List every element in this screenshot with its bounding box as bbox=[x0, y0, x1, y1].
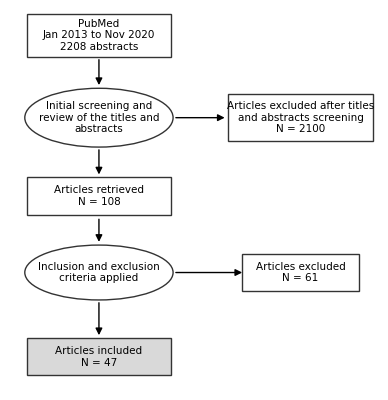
Text: PubMed
Jan 2013 to Nov 2020
2208 abstracts: PubMed Jan 2013 to Nov 2020 2208 abstrac… bbox=[43, 19, 155, 52]
FancyBboxPatch shape bbox=[228, 94, 373, 141]
Text: Articles excluded after titles
and abstracts screening
N = 2100: Articles excluded after titles and abstr… bbox=[227, 101, 374, 134]
Ellipse shape bbox=[25, 88, 173, 147]
Text: Articles included
N = 47: Articles included N = 47 bbox=[55, 346, 142, 368]
FancyBboxPatch shape bbox=[27, 338, 171, 376]
Ellipse shape bbox=[25, 245, 173, 300]
Text: Articles retrieved
N = 108: Articles retrieved N = 108 bbox=[54, 185, 144, 207]
FancyBboxPatch shape bbox=[241, 254, 359, 291]
Text: Articles excluded
N = 61: Articles excluded N = 61 bbox=[256, 262, 345, 283]
FancyBboxPatch shape bbox=[27, 178, 171, 215]
Text: Initial screening and
review of the titles and
abstracts: Initial screening and review of the titl… bbox=[39, 101, 159, 134]
FancyBboxPatch shape bbox=[27, 14, 171, 57]
Text: Inclusion and exclusion
criteria applied: Inclusion and exclusion criteria applied bbox=[38, 262, 160, 283]
